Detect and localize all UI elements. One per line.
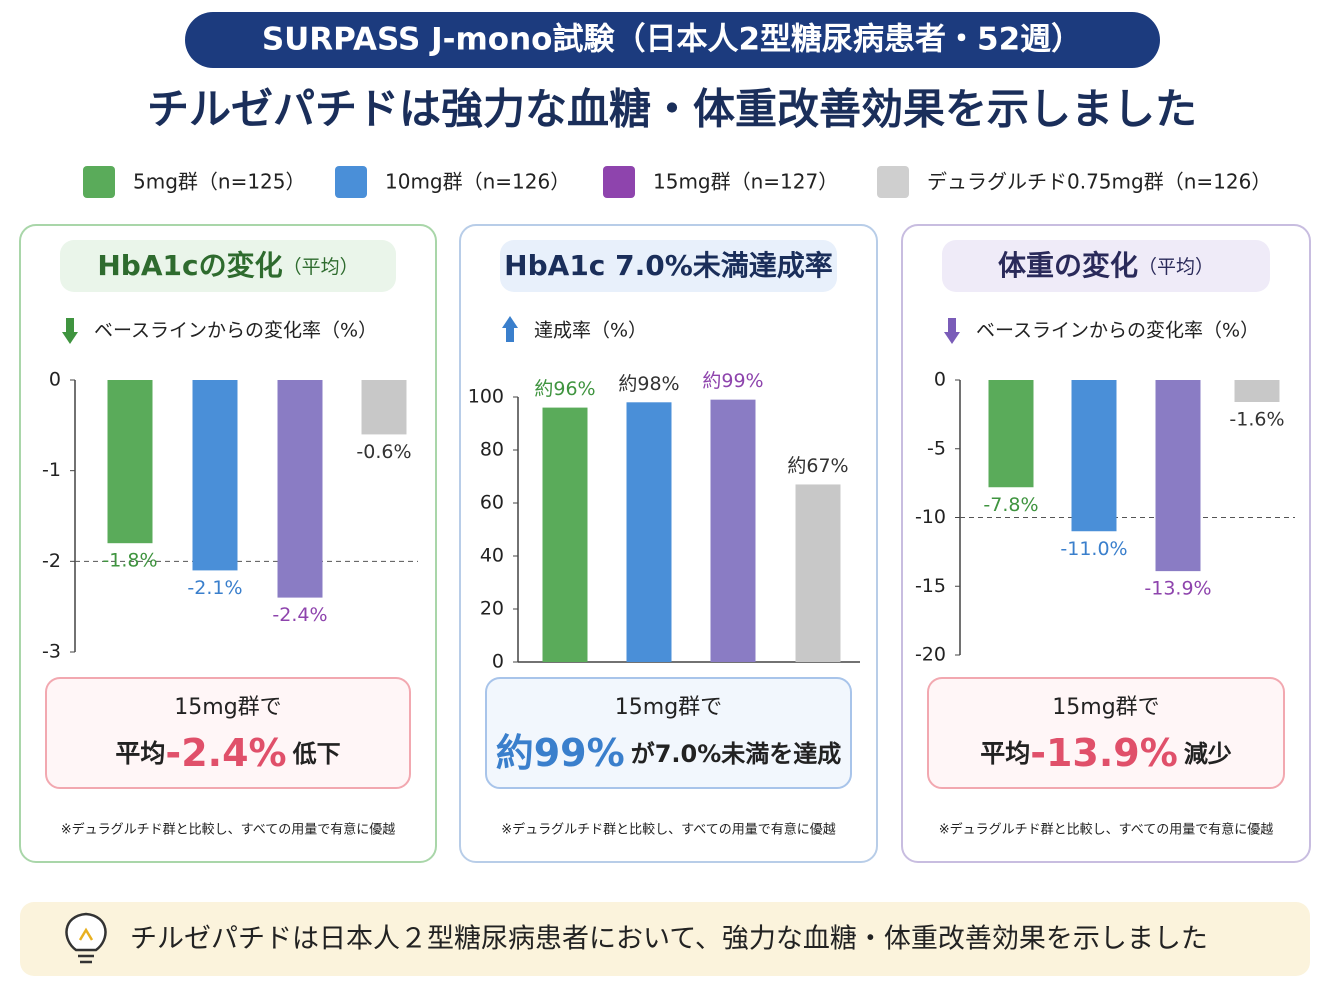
bulb-icon bbox=[65, 912, 107, 964]
legend-label: 10mg群（n=126） bbox=[385, 170, 570, 194]
panel-subtitle: （平均） bbox=[1138, 256, 1214, 278]
axis-icon bbox=[944, 318, 960, 344]
legend-swatch bbox=[877, 166, 909, 198]
value-label: 約67% bbox=[787, 455, 848, 477]
y-tick-label: -20 bbox=[915, 644, 946, 666]
axis-label: ベースラインからの変化率（%） bbox=[976, 320, 1259, 342]
y-tick-label: -1 bbox=[42, 459, 61, 481]
callout-box bbox=[45, 677, 411, 789]
callout-highlight: -2.4% bbox=[165, 731, 286, 775]
callout-line2: 約99% が7.0%未満を達成 bbox=[496, 731, 842, 775]
callout-highlight: 約99% bbox=[496, 731, 625, 775]
legend-swatch bbox=[335, 166, 367, 198]
y-tick-label: 80 bbox=[480, 439, 504, 461]
axis-icon bbox=[62, 318, 78, 344]
callout-line2: 平均-2.4% 低下 bbox=[115, 731, 340, 775]
legend-label: デュラグルチド0.75mg群（n=126） bbox=[927, 170, 1271, 194]
y-tick-label: -15 bbox=[915, 575, 946, 597]
y-tick-label: -3 bbox=[42, 641, 61, 663]
value-label: -11.0% bbox=[1060, 538, 1127, 560]
callout-box bbox=[927, 677, 1285, 789]
callout-line1: 15mg群で bbox=[174, 695, 281, 720]
footer-box bbox=[20, 902, 1310, 976]
panel-title: 体重の変化（平均） bbox=[998, 249, 1214, 282]
bar bbox=[626, 402, 672, 662]
bar bbox=[1234, 380, 1280, 402]
panel-title: HbA1c 7.0%未満達成率 bbox=[504, 249, 833, 282]
y-tick-label: 0 bbox=[49, 369, 61, 391]
y-tick-label: 0 bbox=[934, 369, 946, 391]
value-label: -7.8% bbox=[983, 494, 1038, 516]
legend-swatch bbox=[83, 166, 115, 198]
panel-subtitle: （平均） bbox=[283, 256, 359, 278]
panel-title-pill bbox=[500, 240, 837, 292]
y-tick-label: 20 bbox=[480, 598, 504, 620]
callout-highlight: -13.9% bbox=[1030, 731, 1178, 775]
callout-post: が7.0%未満を達成 bbox=[631, 740, 842, 768]
callout-box bbox=[485, 677, 852, 789]
callout-line1: 15mg群で bbox=[615, 695, 722, 720]
y-tick-label: -10 bbox=[915, 506, 946, 528]
value-label: -13.9% bbox=[1144, 578, 1211, 600]
value-label: -2.4% bbox=[272, 604, 327, 626]
bar bbox=[710, 399, 756, 662]
legend-label: 5mg群（n=125） bbox=[133, 170, 306, 194]
footer-text: チルゼパチドは日本人２型糖尿病患者において、強力な血糖・体重改善効果を示しました bbox=[130, 924, 1208, 955]
value-label: -1.6% bbox=[1229, 409, 1284, 431]
y-tick-label: -5 bbox=[927, 437, 946, 459]
callout-line1: 15mg群で bbox=[1052, 695, 1159, 720]
badge-text: SURPASS J-mono試験（日本人2型糖尿病患者・52週） bbox=[262, 22, 1082, 58]
bar bbox=[542, 407, 588, 662]
bar bbox=[361, 380, 407, 435]
bar bbox=[1155, 380, 1201, 572]
panel-title-pill bbox=[60, 240, 396, 292]
callout-pre: 平均 bbox=[980, 739, 1030, 768]
bar bbox=[795, 484, 841, 662]
panel-title-main: HbA1c 7.0%未満達成率 bbox=[504, 249, 833, 282]
value-label: -1.8% bbox=[102, 550, 157, 572]
bar bbox=[277, 380, 323, 598]
callout-post: 低下 bbox=[292, 740, 341, 768]
bar bbox=[107, 380, 153, 544]
footnote: ※デュラグルチド群と比較し、すべての用量で有意に優越 bbox=[501, 822, 835, 838]
y-tick-label: 60 bbox=[480, 492, 504, 514]
value-label: 約96% bbox=[534, 378, 595, 400]
axis-icon bbox=[502, 316, 518, 342]
panel-title-main: 体重の変化 bbox=[998, 249, 1138, 282]
value-label: -0.6% bbox=[356, 441, 411, 463]
axis-label: 達成率（%） bbox=[534, 320, 647, 342]
y-tick-label: 0 bbox=[492, 651, 504, 673]
main-title: チルゼパチドは強力な血糖・体重改善効果を示しました bbox=[147, 85, 1197, 134]
panel-title: HbA1cの変化（平均） bbox=[97, 249, 358, 282]
axis-label: ベースラインからの変化率（%） bbox=[94, 320, 377, 342]
y-tick-label: 40 bbox=[480, 545, 504, 567]
footnote: ※デュラグルチド群と比較し、すべての用量で有意に優越 bbox=[61, 822, 395, 838]
panel-title-main: HbA1cの変化 bbox=[97, 249, 282, 282]
bar bbox=[988, 380, 1034, 488]
value-label: -2.1% bbox=[187, 577, 242, 599]
callout-pre: 平均 bbox=[115, 739, 165, 768]
value-label: 約98% bbox=[618, 373, 679, 395]
callout-line2: 平均-13.9% 減少 bbox=[980, 731, 1232, 775]
footnote: ※デュラグルチド群と比較し、すべての用量で有意に優越 bbox=[939, 822, 1273, 838]
y-tick-label: -2 bbox=[42, 550, 61, 572]
bar bbox=[1071, 380, 1117, 532]
badge bbox=[185, 12, 1160, 68]
callout-post: 減少 bbox=[1184, 740, 1232, 768]
panel-title-pill bbox=[942, 240, 1270, 292]
legend-swatch bbox=[603, 166, 635, 198]
bar bbox=[192, 380, 238, 571]
value-label: 約99% bbox=[702, 370, 763, 392]
legend-label: 15mg群（n=127） bbox=[653, 170, 838, 194]
y-tick-label: 100 bbox=[468, 386, 504, 408]
